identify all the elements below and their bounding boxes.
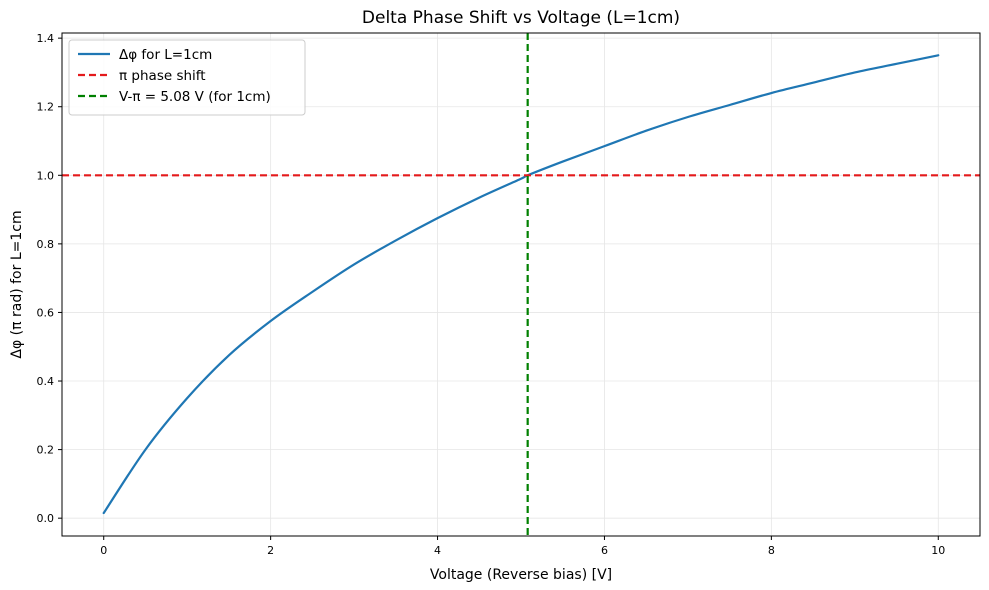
x-axis-label: Voltage (Reverse bias) [V]	[430, 567, 612, 583]
y-tick-label: 0.4	[37, 375, 55, 388]
legend-box	[68, 39, 306, 116]
y-axis-label: Δφ (π rad) for L=1cm	[9, 210, 25, 358]
y-tick-label: 0.2	[37, 444, 55, 457]
y-tick-label: 1.4	[37, 32, 55, 45]
y-tick-label: 1.2	[37, 101, 55, 114]
x-tick-label: 10	[931, 544, 945, 557]
x-tick-label: 4	[434, 544, 441, 557]
x-tick-label: 0	[100, 544, 107, 557]
y-tick-label: 0.0	[37, 512, 55, 525]
x-tick-label: 8	[768, 544, 775, 557]
ticks: 0 2 4 6 8 10 0.0 0.2 0.4 0.6 0.8 1.0 1.2 1.4	[37, 32, 946, 557]
legend: Δφ for L=1cm π phase shift V-π = 5.08 V (f…	[68, 39, 306, 116]
plot-frame	[61, 32, 981, 537]
x-tick-label: 2	[267, 544, 274, 557]
plot-content	[62, 33, 980, 536]
legend-label: V-π = 5.08 V (for 1cm)	[119, 89, 271, 105]
x-tick-label: 6	[601, 544, 608, 557]
legend-label: π phase shift	[119, 68, 206, 84]
legend-label: Δφ for L=1cm	[119, 47, 212, 63]
chart-title: Delta Phase Shift vs Voltage (L=1cm)	[362, 8, 680, 28]
series-line-0	[102, 54, 940, 515]
y-tick-label: 0.8	[37, 238, 55, 251]
grid	[62, 33, 980, 536]
y-tick-label: 1.0	[37, 169, 55, 182]
y-tick-label: 0.6	[37, 306, 55, 319]
